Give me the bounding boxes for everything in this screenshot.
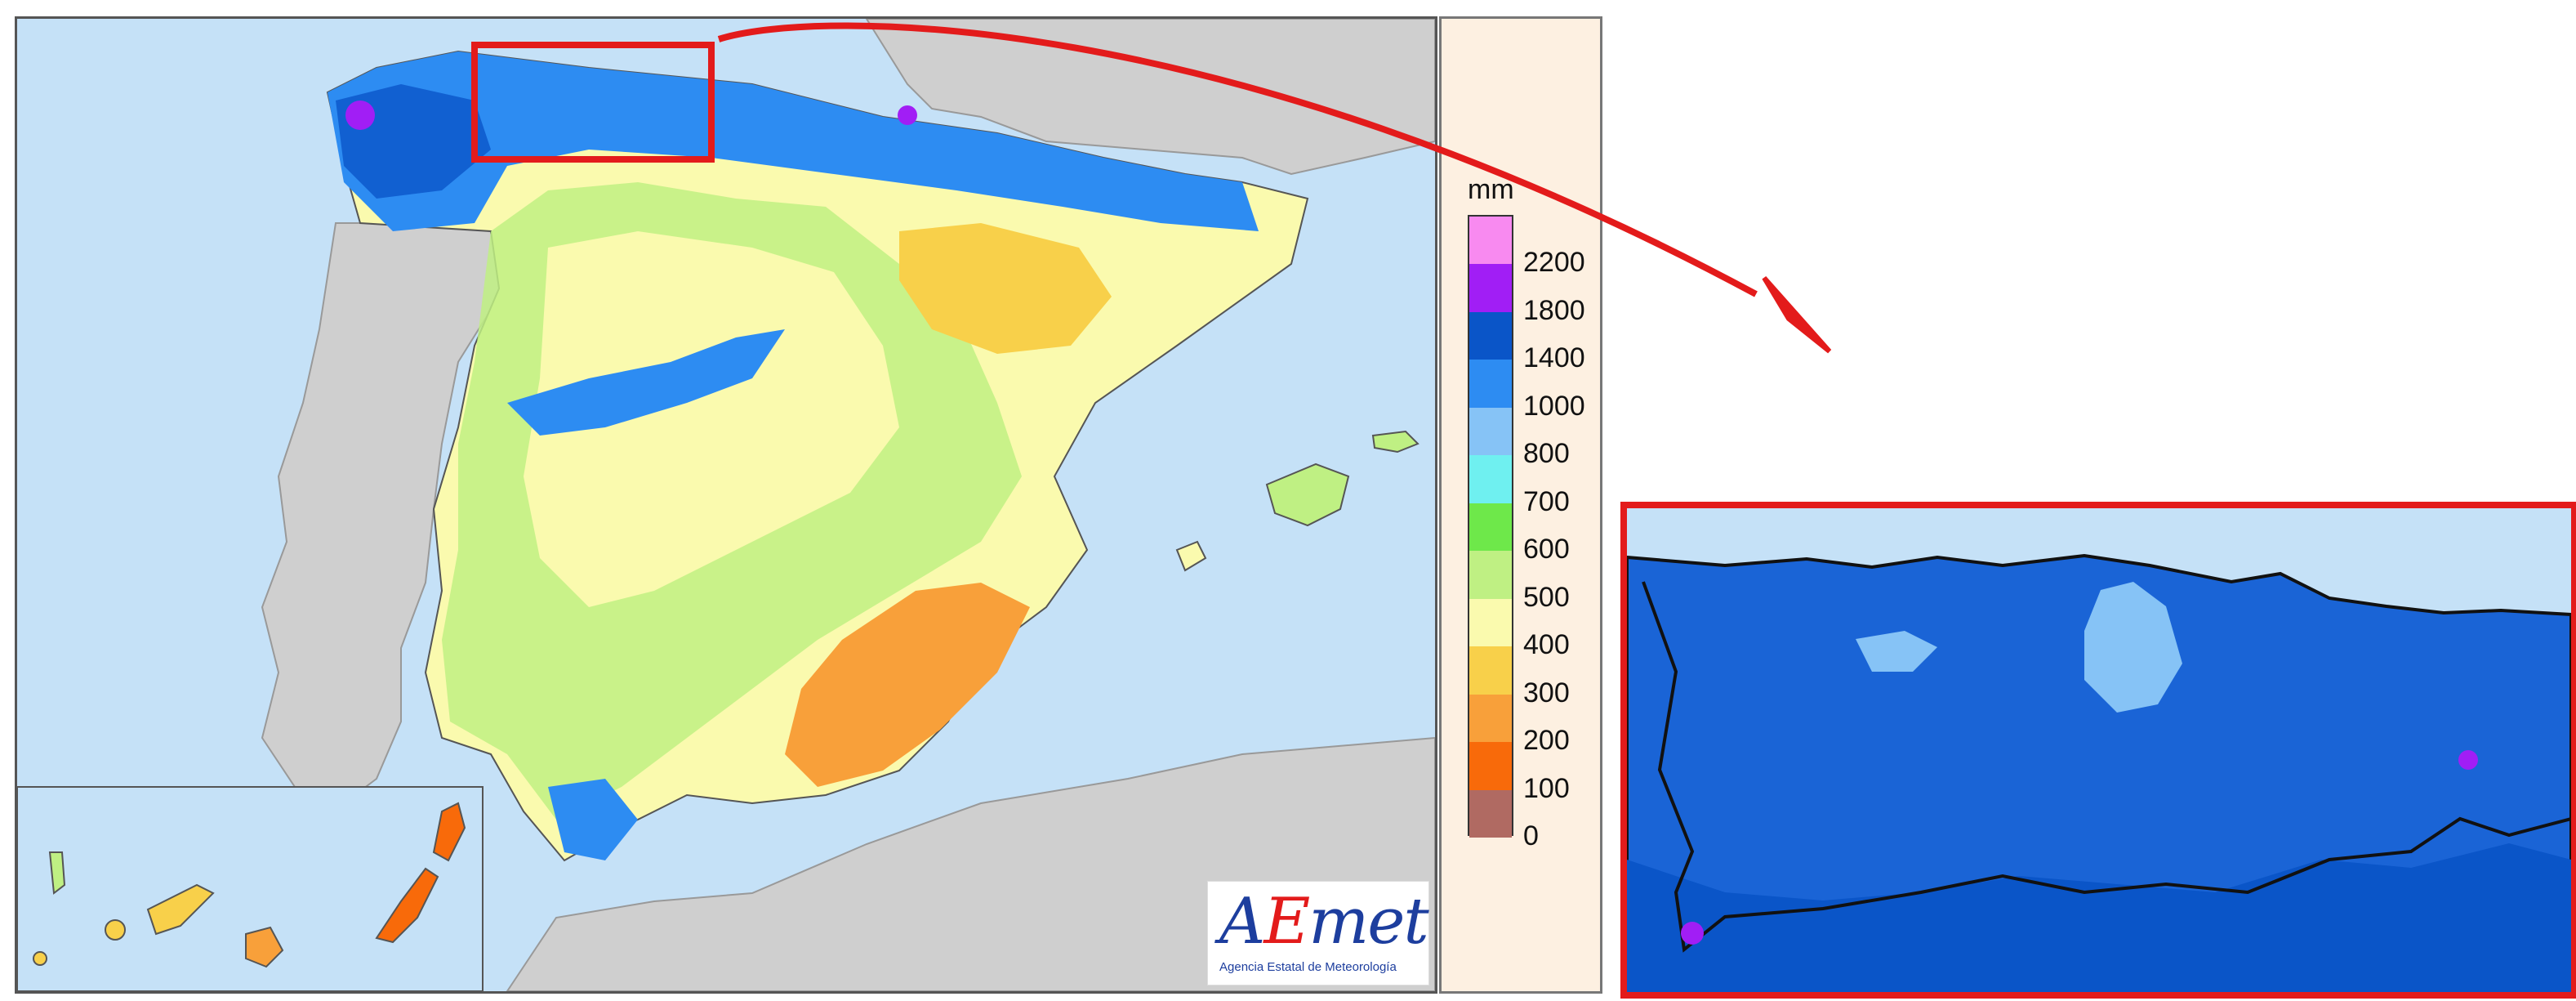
mallorca-island (1265, 463, 1350, 527)
southeast-dry-zone (785, 583, 1030, 787)
legend-panel: mm 2200 1800 1400 1000 800 700 600 500 400 300 200… (1439, 16, 1602, 994)
zoom-border-line (1642, 581, 2571, 953)
legend-swatch (1469, 646, 1512, 695)
legend-swatch (1469, 407, 1512, 456)
tenerife-island (146, 883, 215, 936)
legend-tick-label: 1800 (1523, 294, 1585, 326)
legend-tick-label: 100 (1523, 772, 1570, 804)
zoom-svg (1627, 508, 2571, 992)
map-svg (17, 19, 1435, 991)
zoom-wet-light (2084, 582, 2182, 713)
zoom-max-spot-ne (2458, 750, 2478, 770)
legend-tick-label: 1000 (1523, 390, 1585, 422)
aemet-logo-wordmark: AEmet (1219, 885, 1429, 959)
legend-tick-label: 0 (1523, 820, 1539, 851)
aemet-logo: AEmet Agencia Estatal de Meteorología (1207, 881, 1429, 985)
zoom-inset-panel (1620, 502, 2576, 999)
fuerteventura-island (375, 867, 439, 944)
cantabria-max-spot (898, 105, 917, 125)
legend-swatch (1469, 311, 1512, 360)
central-system-wet-zone (507, 329, 785, 436)
legend-swatch (1469, 694, 1512, 743)
legend-swatch (1469, 264, 1512, 313)
meseta-zone (524, 231, 899, 607)
legend-tick-label: 300 (1523, 677, 1570, 708)
el-hierro-island (33, 951, 47, 966)
legend-swatch (1469, 789, 1512, 838)
grazalema-wet-zone (548, 779, 638, 860)
legend-swatch (1469, 503, 1512, 552)
legend-tick-label: 700 (1523, 485, 1570, 517)
legend-tick-label: 800 (1523, 438, 1570, 470)
legend-tick-label: 600 (1523, 534, 1570, 565)
la-palma-island (48, 851, 66, 895)
legend-tick-label: 2200 (1523, 247, 1585, 279)
zoom-south-deep (1627, 843, 2571, 992)
aemet-logo-subtitle: Agencia Estatal de Meteorología (1219, 960, 1397, 974)
legend-swatch (1469, 742, 1512, 791)
zoom-highlight-box (471, 42, 715, 163)
menorca-island (1371, 430, 1419, 454)
galicia-max-spot (345, 101, 375, 130)
legend-tick-label: 1400 (1523, 342, 1585, 374)
zoom-arrow-head (1762, 276, 1832, 354)
legend-swatch (1469, 598, 1512, 647)
la-gomera-island (105, 919, 126, 941)
legend-swatch (1469, 217, 1512, 265)
africa-land (506, 736, 1435, 991)
legend-swatch (1469, 551, 1512, 600)
ibiza-island (1175, 540, 1207, 572)
lanzarote-island (432, 802, 466, 862)
zoom-max-spot-sw (1681, 922, 1704, 945)
gran-canaria-island (245, 926, 284, 968)
legend-swatch (1469, 455, 1512, 504)
precipitation-map (15, 16, 1437, 994)
legend-tick-label: 500 (1523, 581, 1570, 613)
legend-unit: mm (1468, 174, 1514, 205)
legend-color-bar (1468, 215, 1513, 838)
legend-tick-label: 200 (1523, 725, 1570, 757)
legend-swatch (1469, 360, 1512, 409)
legend-tick-label: 400 (1523, 629, 1570, 661)
zoom-wet-light-2 (1856, 631, 1937, 672)
